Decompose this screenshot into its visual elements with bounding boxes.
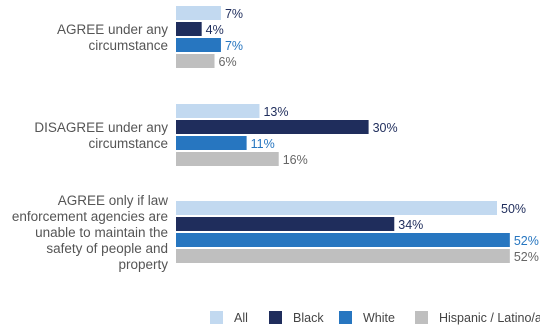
category-label-2-line-3: safety of people and [46, 241, 168, 256]
legend-label-2: White [363, 311, 395, 325]
bar-1-1 [176, 120, 369, 134]
bar-0-3 [176, 54, 215, 68]
legend-swatch-1 [269, 311, 282, 324]
category-label-2-line-2: unable to maintain the [35, 225, 168, 240]
legend-swatch-3 [415, 311, 428, 324]
bar-1-0 [176, 104, 260, 118]
category-label-2-line-0: AGREE only if law [58, 193, 169, 208]
category-label-0-line-1: circumstance [88, 38, 168, 53]
legend-label-3: Hispanic / Latino/a [439, 311, 540, 325]
bar-0-1 [176, 22, 202, 36]
bar-2-2 [176, 233, 510, 247]
legend-label-0: All [234, 311, 248, 325]
value-labels: 7%4%7% 6% 13% 30% 11% 16% 50% 34% 52% 52% [206, 7, 539, 264]
category-label-0-line-0: AGREE under any [57, 22, 168, 37]
value-label-2-2: 52% [514, 234, 539, 248]
value-label-1-0: 13% [263, 105, 288, 119]
value-label-0-0: 7% [225, 7, 243, 21]
bars [176, 6, 510, 263]
bar-2-3 [176, 249, 510, 263]
category-label-1-line-1: circumstance [88, 136, 168, 151]
legend: All Black White Hispanic / Latino/a [210, 311, 540, 325]
category-label-2-line-1: enforcement agencies are [12, 209, 168, 224]
value-label-2-3: 52% [514, 250, 539, 264]
value-label-2-0: 50% [501, 202, 526, 216]
bar-2-0 [176, 201, 497, 215]
category-label-2-line-4: property [118, 257, 168, 272]
value-label-1-3: 16% [283, 153, 308, 167]
value-label-0-1: 4% [206, 23, 224, 37]
value-label-2-1: 34% [398, 218, 423, 232]
value-label-0-3: 6% [219, 55, 237, 69]
value-label-0-2: 7% [225, 39, 243, 53]
bar-1-2 [176, 136, 247, 150]
legend-label-1: Black [293, 311, 324, 325]
category-label-1-line-0: DISAGREE under any [34, 120, 168, 135]
bar-1-3 [176, 152, 279, 166]
value-label-1-2: 11% [251, 137, 275, 151]
legend-swatch-0 [210, 311, 223, 324]
bar-0-2 [176, 38, 221, 52]
legend-swatch-2 [339, 311, 352, 324]
bar-2-1 [176, 217, 395, 231]
value-label-1-1: 30% [373, 121, 398, 135]
bar-0-0 [176, 6, 221, 20]
